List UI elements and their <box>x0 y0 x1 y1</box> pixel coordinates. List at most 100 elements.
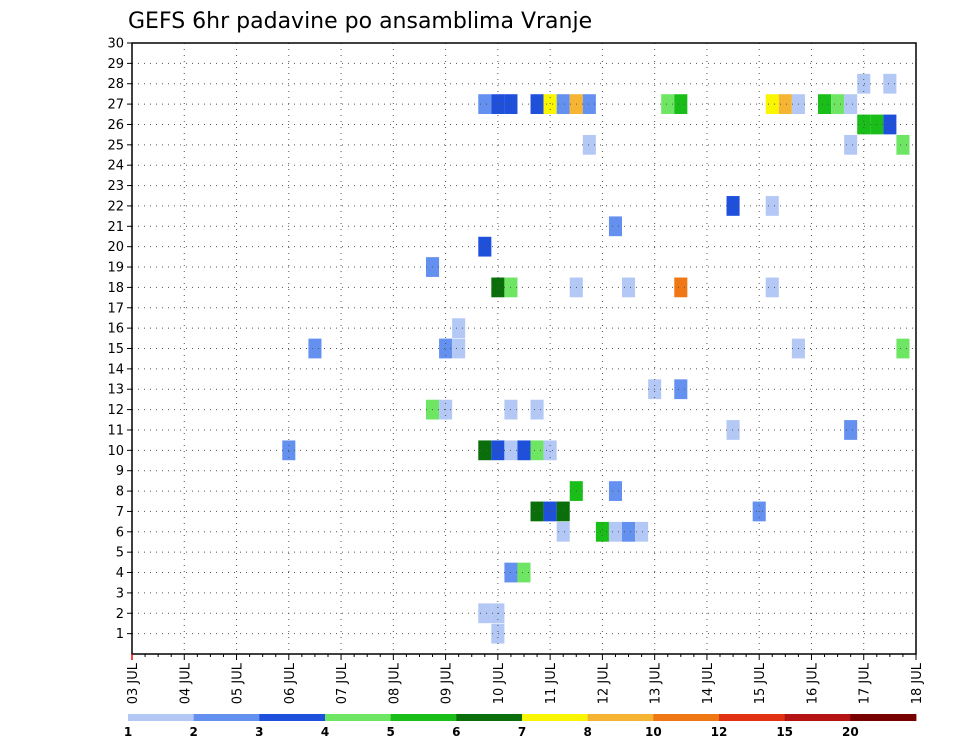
cell <box>635 521 649 542</box>
y-tick-label: 27 <box>107 98 124 113</box>
cell <box>595 521 609 542</box>
x-tick-label: 13 JUL <box>649 662 664 704</box>
colorbar-swatch <box>587 714 654 721</box>
colorbar-label: 15 <box>776 725 793 739</box>
cell <box>726 420 740 440</box>
cell <box>896 338 910 359</box>
colorbar-label: 8 <box>583 725 591 739</box>
x-tick-label: 06 JUL <box>283 662 298 704</box>
cells <box>282 73 910 644</box>
y-tick-label: 29 <box>107 57 124 72</box>
cell <box>517 562 531 583</box>
y-tick-label: 2 <box>116 607 124 622</box>
cell <box>491 277 505 298</box>
colorbar-swatch <box>522 714 589 721</box>
x-tick-label: 09 JUL <box>440 662 455 704</box>
y-tick-label: 9 <box>116 464 124 479</box>
y-tick-label: 12 <box>107 403 124 418</box>
cell <box>831 94 845 114</box>
cell <box>530 399 544 420</box>
colorbar-label: 1 <box>124 725 132 739</box>
cell <box>883 73 897 94</box>
y-tick-label: 17 <box>107 301 124 316</box>
cell <box>818 94 832 114</box>
axes: 1234567891011121314151617181920212223242… <box>107 37 925 705</box>
cell <box>491 440 505 461</box>
cell <box>674 94 688 114</box>
cell <box>765 196 779 216</box>
y-tick-label: 6 <box>116 525 124 540</box>
y-tick-label: 11 <box>107 423 124 438</box>
grid <box>132 42 916 654</box>
cell <box>844 420 858 440</box>
x-tick-label: 15 JUL <box>753 662 768 704</box>
cell <box>608 216 622 237</box>
colorbar-swatch <box>128 714 195 721</box>
x-tick-label: 17 JUL <box>858 662 873 704</box>
x-tick-label: 08 JUL <box>387 662 402 704</box>
x-tick-label: 11 JUL <box>544 662 559 704</box>
x-tick-label: 03 JUL <box>126 662 141 704</box>
cell <box>478 236 492 257</box>
cell <box>608 481 622 501</box>
y-tick-label: 5 <box>116 546 124 561</box>
y-tick-label: 1 <box>116 627 124 642</box>
cell <box>582 134 596 155</box>
y-tick-label: 28 <box>107 77 124 92</box>
cell <box>478 94 492 114</box>
x-tick-label: 05 JUL <box>231 662 246 704</box>
cell <box>556 501 570 522</box>
cell <box>622 277 636 298</box>
colorbar-swatch <box>390 714 457 721</box>
cell <box>608 521 622 542</box>
y-tick-label: 15 <box>107 342 124 357</box>
y-tick-label: 7 <box>116 505 124 520</box>
cell <box>857 73 871 94</box>
y-tick-label: 30 <box>107 37 124 52</box>
cell <box>661 94 675 114</box>
cell <box>439 338 453 359</box>
cell <box>726 196 740 216</box>
y-tick-label: 4 <box>116 566 124 581</box>
cell <box>556 521 570 542</box>
cell <box>896 134 910 155</box>
cell <box>765 94 779 114</box>
colorbar-label: 10 <box>645 725 662 739</box>
x-tick-label: 04 JUL <box>178 662 193 704</box>
colorbar-swatch <box>193 714 260 721</box>
x-tick-label: 07 JUL <box>335 662 350 704</box>
colorbar-swatch <box>325 714 392 721</box>
y-tick-label: 23 <box>107 179 124 194</box>
colorbar-swatch <box>719 714 786 721</box>
cell <box>765 277 779 298</box>
cell <box>674 277 688 298</box>
cell <box>582 94 596 114</box>
x-tick-label: 18 JUL <box>910 662 925 704</box>
y-tick-label: 16 <box>107 322 124 337</box>
cell <box>452 338 466 359</box>
y-tick-label: 13 <box>107 383 124 398</box>
x-tick-label: 12 JUL <box>596 662 611 704</box>
x-tick-label: 10 JUL <box>492 662 507 704</box>
chart-title: GEFS 6hr padavine po ansamblima Vranje <box>128 9 592 34</box>
y-tick-label: 10 <box>107 444 124 459</box>
cell <box>517 440 531 461</box>
colorbar-swatch <box>653 714 720 721</box>
cell <box>883 114 897 135</box>
y-tick-label: 8 <box>116 485 124 500</box>
cell <box>543 440 557 461</box>
cell <box>530 94 544 114</box>
cell <box>543 94 557 114</box>
y-tick-label: 25 <box>107 138 124 153</box>
cell <box>844 94 858 114</box>
y-tick-label: 14 <box>107 362 124 377</box>
cell <box>674 379 688 400</box>
y-tick-label: 18 <box>107 281 124 296</box>
cell <box>844 134 858 155</box>
cell <box>530 440 544 461</box>
x-tick-label: 14 JUL <box>701 662 716 704</box>
y-tick-label: 26 <box>107 118 124 133</box>
cell <box>478 440 492 461</box>
colorbar: 1 2 3 4 5 6 7 8 10 12 15 20 <box>124 714 917 739</box>
